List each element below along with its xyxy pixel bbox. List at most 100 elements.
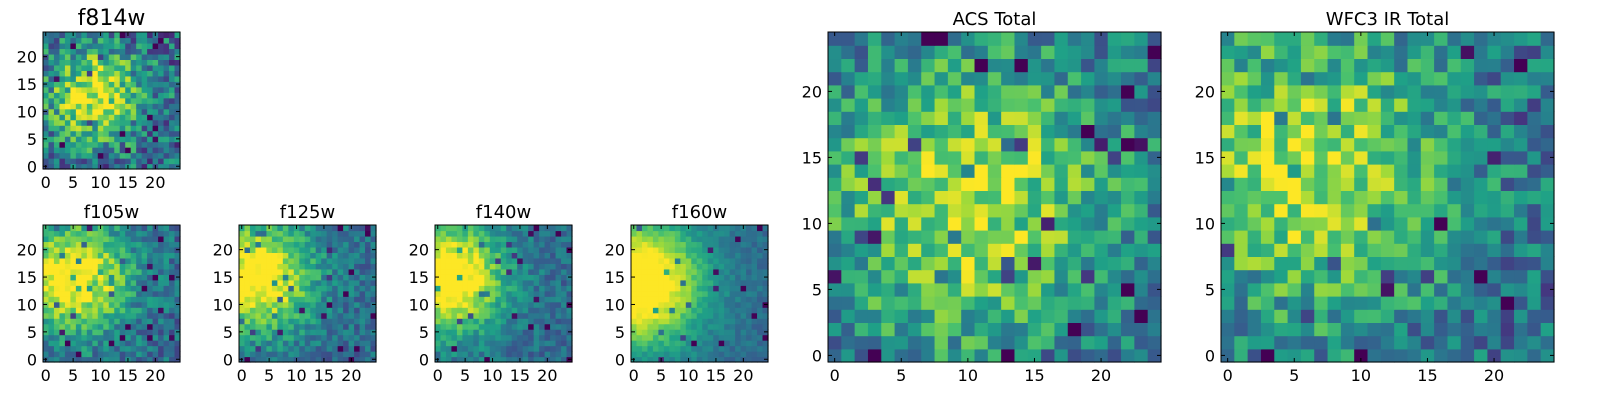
- heatmap-cell: [119, 263, 126, 270]
- heatmap-cell: [1367, 150, 1382, 165]
- heatmap-cell: [354, 329, 361, 336]
- heatmap-cell: [440, 230, 447, 237]
- heatmap-cell: [43, 307, 50, 314]
- heatmap-cell: [332, 246, 339, 253]
- heatmap-cell: [691, 279, 698, 286]
- heatmap-cell: [348, 263, 355, 270]
- heatmap-cell: [435, 230, 442, 237]
- heatmap-cell: [451, 252, 458, 259]
- heatmap-cell: [1407, 58, 1422, 73]
- heatmap-cell: [740, 285, 747, 292]
- heatmap-cell: [652, 334, 659, 341]
- heatmap-cell: [337, 340, 344, 347]
- heatmap-cell: [147, 158, 154, 165]
- heatmap-cell: [1001, 203, 1016, 218]
- heatmap-cell: [740, 290, 747, 297]
- heatmap-cell: [130, 301, 137, 308]
- heatmap-cell: [828, 84, 842, 99]
- heatmap-cell: [1300, 177, 1315, 191]
- heatmap-cell: [1340, 124, 1355, 139]
- heatmap-cell: [1221, 177, 1235, 191]
- heatmap-cell: [239, 268, 246, 275]
- heatmap-cell: [1487, 348, 1502, 363]
- heatmap-cell: [266, 235, 273, 243]
- heatmap-cell: [467, 268, 474, 275]
- heatmap-cell: [1327, 296, 1342, 310]
- heatmap-cell: [500, 230, 507, 237]
- heatmap-cell: [1067, 296, 1082, 310]
- heatmap-cell: [288, 241, 295, 248]
- heatmap-cell: [533, 279, 540, 286]
- heatmap-cell: [1354, 164, 1369, 178]
- heatmap-cell: [1407, 32, 1422, 46]
- heatmap-cell: [169, 274, 176, 281]
- heatmap-cell: [315, 241, 322, 248]
- heatmap-cell: [348, 274, 355, 281]
- heatmap-cell: [348, 285, 355, 292]
- heatmap-cell: [130, 246, 137, 253]
- heatmap-cell: [1474, 150, 1488, 165]
- heatmap-cell: [462, 230, 469, 237]
- heatmap-cell: [522, 334, 529, 341]
- heatmap-cell: [304, 263, 311, 270]
- heatmap-cell: [43, 318, 50, 325]
- heatmap-cell: [136, 147, 143, 154]
- heatmap-cell: [746, 329, 753, 336]
- heatmap-cell: [64, 48, 71, 55]
- heatmap-cell: [152, 246, 159, 253]
- heatmap-cell: [550, 290, 557, 297]
- heatmap-cell: [169, 356, 176, 363]
- heatmap-cell: [961, 164, 976, 178]
- heatmap-cell: [337, 334, 344, 341]
- heatmap-cell: [152, 81, 159, 88]
- heatmap-cell: [43, 70, 50, 77]
- heatmap-cell: [163, 103, 170, 110]
- heatmap-cell: [735, 296, 742, 303]
- heatmap-cell: [332, 290, 339, 297]
- heatmap-cell: [130, 81, 137, 88]
- x-tick-label: 15: [314, 366, 334, 385]
- heatmap-cell: [658, 252, 665, 259]
- heatmap-cell: [321, 307, 328, 314]
- heatmap-cell: [1234, 177, 1249, 191]
- heatmap-cell: [1407, 230, 1422, 244]
- heatmap-cell: [174, 147, 181, 154]
- heatmap-cell: [1274, 243, 1289, 257]
- heatmap-cell: [64, 241, 71, 248]
- heatmap-cell: [663, 307, 670, 314]
- heatmap-cell: [163, 163, 170, 170]
- heatmap-cell: [1527, 137, 1542, 152]
- heatmap-cell: [550, 235, 557, 243]
- heatmap-cell: [1340, 150, 1355, 165]
- heatmap-cell: [147, 103, 154, 110]
- heatmap-cell: [641, 252, 649, 259]
- heatmap-cell: [86, 345, 93, 352]
- heatmap-cell: [370, 279, 377, 286]
- heatmap-cell: [59, 70, 66, 77]
- heatmap-cell: [1107, 348, 1122, 363]
- x-tick-label: 10: [1351, 366, 1371, 385]
- heatmap-cell: [762, 225, 769, 232]
- heatmap-cell: [354, 252, 361, 259]
- heatmap-cell: [1041, 309, 1056, 323]
- heatmap-cell: [304, 318, 311, 325]
- heatmap-cell: [310, 241, 317, 248]
- heatmap-cell: [147, 329, 154, 336]
- heatmap-cell: [762, 307, 769, 314]
- heatmap-cell: [92, 37, 99, 44]
- heatmap-cell: [907, 71, 922, 86]
- heatmap-cell: [174, 290, 181, 297]
- heatmap-cell: [163, 230, 170, 237]
- heatmap-cell: [158, 235, 165, 243]
- heatmap-cell: [48, 356, 55, 363]
- heatmap-cell: [1340, 216, 1355, 231]
- heatmap-cell: [53, 125, 61, 132]
- heatmap-cell: [141, 296, 148, 303]
- heatmap-cell: [53, 318, 61, 325]
- heatmap-cell: [59, 323, 66, 330]
- heatmap-cell: [702, 274, 709, 281]
- heatmap-cell: [249, 329, 257, 336]
- heatmap-cell: [495, 340, 502, 347]
- heatmap-cell: [746, 301, 753, 308]
- heatmap-cell: [114, 323, 121, 330]
